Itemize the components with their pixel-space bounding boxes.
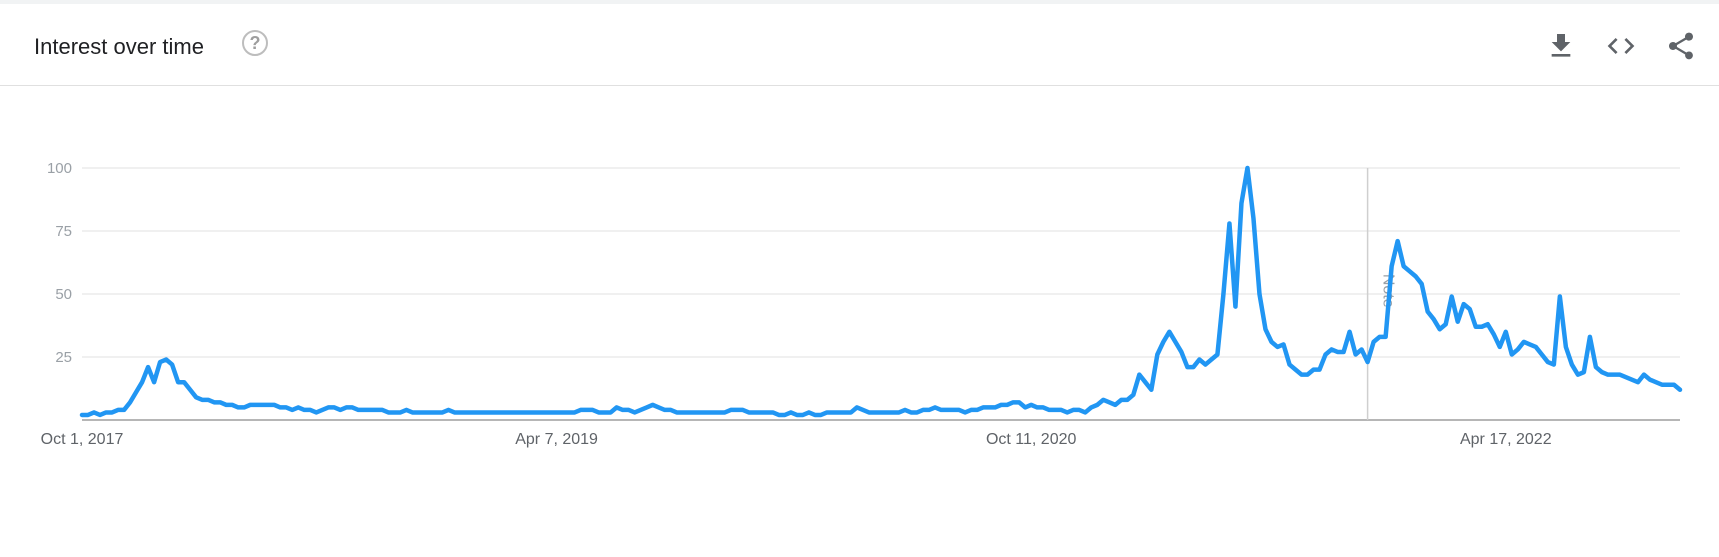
share-icon[interactable]: [1665, 30, 1697, 62]
x-tick-label-2: Oct 11, 2020: [986, 431, 1077, 448]
y-tick-label-100: 100: [47, 160, 72, 177]
x-axis-ticks: Oct 1, 2017 Apr 7, 2019 Oct 11, 2020 Apr 17…: [41, 431, 1552, 448]
top-strip: [0, 0, 1719, 4]
card-title: Interest over time: [34, 34, 204, 59]
x-tick-label-1: Apr 7, 2019: [515, 431, 598, 448]
y-tick-label-50: 50: [55, 286, 72, 303]
download-icon[interactable]: [1545, 30, 1577, 62]
chart-gridlines: [82, 167, 1680, 358]
question-circle-icon[interactable]: ?: [242, 30, 268, 56]
y-axis-ticks: 25 50 75 100: [47, 160, 72, 366]
y-tick-label-75: 75: [55, 223, 72, 240]
x-tick-label-3: Apr 17, 2022: [1460, 431, 1552, 448]
interest-over-time-card: Interest over time ? 25 50 75 100 Note Oct …: [0, 4, 1719, 557]
code-icon[interactable]: [1605, 30, 1637, 62]
card-header: Interest over time ?: [0, 4, 1719, 86]
x-tick-label-0: Oct 1, 2017: [41, 431, 124, 448]
series-line: [79, 165, 1683, 418]
y-tick-label-25: 25: [55, 349, 72, 366]
